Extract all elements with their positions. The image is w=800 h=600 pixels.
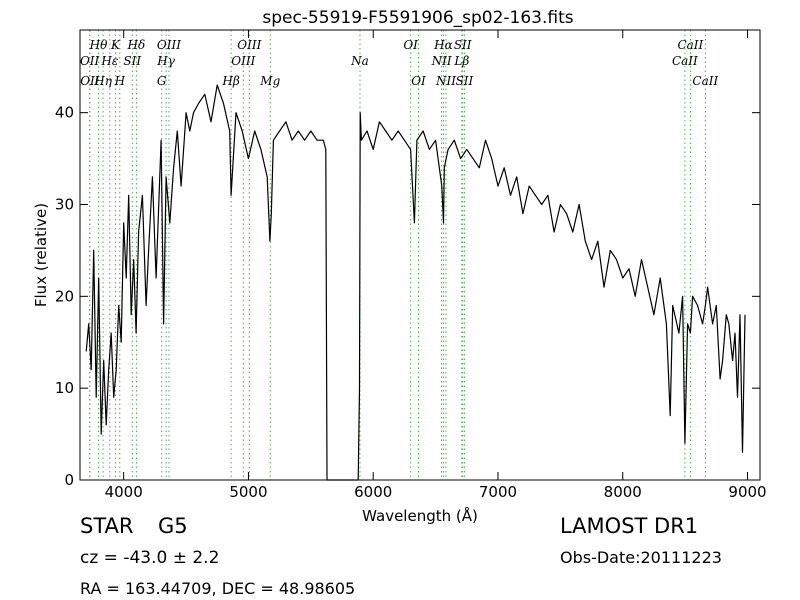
spectral-line-label: Hα xyxy=(433,38,453,52)
spectral-line-label: H xyxy=(114,74,126,88)
x-tick-label: 7000 xyxy=(479,483,517,501)
spectral-line-label: CaII xyxy=(677,38,703,52)
spectral-line-label: SII xyxy=(454,38,472,52)
y-tick-label: 20 xyxy=(55,287,74,305)
spectral-line-label: Lβ xyxy=(453,54,469,68)
spectral-line-label: OI xyxy=(403,38,418,52)
y-tick-label: 30 xyxy=(55,195,74,213)
spectral-line-label: G xyxy=(157,74,167,88)
x-tick-label: 4000 xyxy=(105,483,143,501)
spectral-line-label: K xyxy=(110,38,121,52)
object-subclass: G5 xyxy=(158,514,188,538)
spectral-line-label: Hθ xyxy=(89,38,108,52)
spectral-line-label: OIII xyxy=(157,38,181,52)
spectral-line-label: Hδ xyxy=(127,38,146,52)
object-class: STAR xyxy=(80,514,134,538)
spectral-line-label: Mg xyxy=(259,74,280,88)
spectral-line-label: OIII xyxy=(231,54,255,68)
spectral-line-label: OII xyxy=(80,74,100,88)
spectral-line-label: CaII xyxy=(692,74,718,88)
y-tick-label: 0 xyxy=(64,471,74,489)
x-tick-label: 5000 xyxy=(229,483,267,501)
spectrum-line xyxy=(85,84,746,481)
spectral-line-label: Hβ xyxy=(221,74,239,88)
x-axis-label: Wavelength (Å) xyxy=(362,506,478,525)
spectral-line-label: SII xyxy=(456,74,474,88)
plot-frame xyxy=(79,29,761,481)
spectral-line-label: OII xyxy=(80,54,100,68)
spectral-line-label: NII xyxy=(435,74,456,88)
spectral-line-label: Hη xyxy=(93,74,112,88)
spectral-line-label: Na xyxy=(350,54,369,68)
x-tick-label: 6000 xyxy=(354,483,392,501)
spectral-line-label: SII xyxy=(123,54,141,68)
x-tick-label: 9000 xyxy=(728,483,766,501)
x-tick-label: 8000 xyxy=(604,483,642,501)
spectral-line-markers xyxy=(89,30,706,480)
redshift-value: cz = -43.0 ± 2.2 xyxy=(80,548,220,568)
spectral-line-label: Hε xyxy=(100,54,118,68)
y-axis-label: Flux (relative) xyxy=(32,203,50,307)
spectral-line-label: OIII xyxy=(237,38,261,52)
y-tick-label: 10 xyxy=(55,379,74,397)
spectral-line-label: Hγ xyxy=(156,54,175,68)
y-axis-ticks: 0 10 20 30 40 xyxy=(55,104,760,489)
survey-name: LAMOST DR1 xyxy=(560,514,699,538)
spectral-line-label: OI xyxy=(411,74,426,88)
x-axis-ticks: 4000 5000 6000 7000 8000 9000 xyxy=(105,30,767,501)
chart-title: spec-55919-F5591906_sp02-163.fits xyxy=(262,8,573,28)
sky-coordinates: RA = 163.44709, DEC = 48.98605 xyxy=(80,579,356,598)
y-tick-label: 40 xyxy=(55,104,74,122)
observation-date: Obs-Date:20111223 xyxy=(560,548,722,567)
spectral-line-label: NII xyxy=(431,54,452,68)
spectral-line-label: CaII xyxy=(672,54,698,68)
